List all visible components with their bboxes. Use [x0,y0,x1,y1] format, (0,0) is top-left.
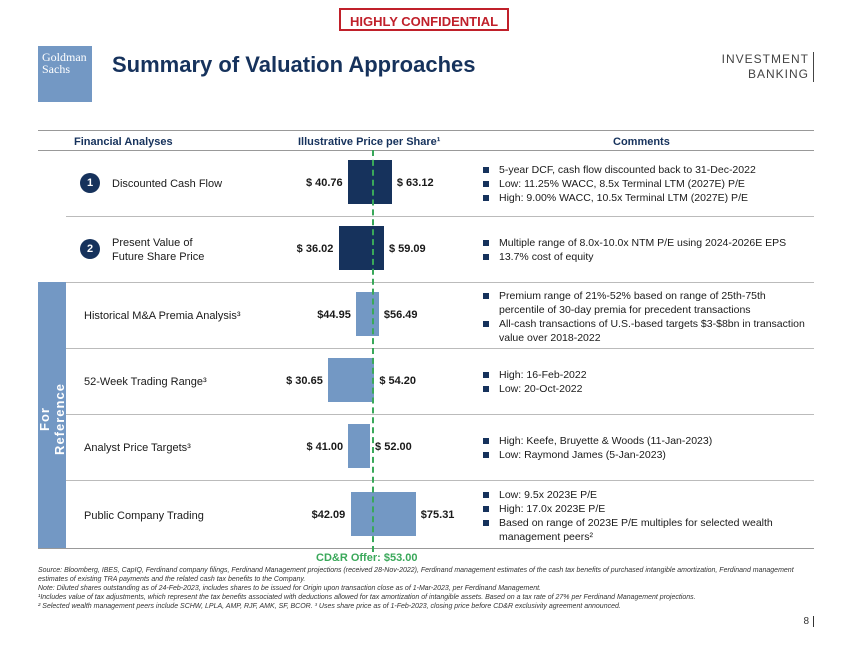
footnotes: Source: Bloomberg, IBES, CapIQ, Ferdinan… [38,566,814,611]
header-top-divider [38,130,814,131]
high-price-label: $56.49 [383,309,418,321]
comment-item: Based on range of 2023E P/E multiples fo… [483,516,813,544]
header-comments: Comments [613,136,670,148]
confidential-banner: HIGHLY CONFIDENTIAL [339,8,509,31]
low-price-label: $44.95 [317,309,351,321]
range-bar-52-week [328,358,375,402]
comments-dcf: 5-year DCF, cash flow discounted back to… [483,163,813,205]
header-price: Illustrative Price per Share¹ [298,136,441,148]
footnote-2: ² Selected wealth management peers inclu… [38,603,621,610]
goldman-sachs-logo: Goldman Sachs [38,46,92,102]
page-title: Summary of Valuation Approaches [112,52,476,77]
investment-banking-label: INVESTMENT BANKING [722,52,814,82]
comment-item: High: Keefe, Bruyette & Woods (11-Jan-20… [483,434,813,448]
low-price-label: $ 36.02 [296,243,334,255]
comment-item: Low: 9.5x 2023E P/E [483,488,813,502]
row-divider [66,348,814,349]
range-bar-ma-premia [356,292,379,336]
sidebar-label: For Reference [37,383,67,455]
comments-analyst-targets: High: Keefe, Bruyette & Woods (11-Jan-20… [483,434,813,462]
row-number-badge: 2 [80,239,100,259]
comment-item: 13.7% cost of equity [483,250,813,264]
row-label-52-week: 52-Week Trading Range³ [84,376,207,388]
footnote-source: Source: Bloomberg, IBES, CapIQ, Ferdinan… [38,567,794,583]
row-divider [66,282,814,283]
table-bottom-divider [38,548,814,549]
high-price-label: $ 54.20 [379,375,417,387]
row-label-ma-premia: Historical M&A Premia Analysis³ [84,310,241,322]
for-reference-sidebar: For Reference [37,282,67,548]
ib-line1: INVESTMENT [721,52,809,66]
cdr-offer-reference-line [372,150,374,552]
header-analyses: Financial Analyses [74,136,173,148]
row-label-pv-future-price: Present Value of Future Share Price [112,236,204,264]
comments-ma-premia: Premium range of 21%-52% based on range … [483,289,813,345]
comment-item: Premium range of 21%-52% based on range … [483,289,813,317]
comment-item: High: 16-Feb-2022 [483,368,813,382]
ib-line2: BANKING [747,67,809,81]
comment-item: Low: Raymond James (5-Jan-2023) [483,448,813,462]
row-divider [66,414,814,415]
row-label-public-company: Public Company Trading [84,510,204,522]
high-price-label: $ 63.12 [396,177,434,189]
row-number-badge: 1 [80,173,100,193]
comments-public-company: Low: 9.5x 2023E P/E High: 17.0x 2023E P/… [483,488,813,544]
label-line: Present Value of [112,237,193,249]
range-bar-dcf [347,160,392,204]
range-bar-analyst-targets [348,424,371,468]
row-label-dcf: Discounted Cash Flow [112,178,223,190]
low-price-label: $ 41.00 [306,441,344,453]
high-price-label: $75.31 [420,509,455,521]
low-price-label: $42.09 [311,509,346,521]
cdr-offer-label: CD&R Offer: $53.00 [316,552,418,564]
comment-item: High: 17.0x 2023E P/E [483,502,813,516]
header-bottom-divider [38,150,814,151]
comment-item: 5-year DCF, cash flow discounted back to… [483,163,813,177]
comment-item: Low: 20-Oct-2022 [483,382,813,396]
label-line: Future Share Price [112,251,205,263]
low-price-label: $ 30.65 [286,375,323,387]
high-price-label: $ 52.00 [375,441,412,453]
comment-item: Multiple range of 8.0x-10.0x NTM P/E usi… [483,236,813,250]
page-number: 8 [803,616,814,627]
low-price-label: $ 40.76 [305,177,343,189]
comment-item: High: 9.00% WACC, 10.5x Terminal LTM (20… [483,191,813,205]
footnote-note: Note: Diluted shares outstanding as of 2… [38,585,541,592]
comments-pv-future-price: Multiple range of 8.0x-10.0x NTM P/E usi… [483,236,813,264]
comment-item: Low: 11.25% WACC, 8.5x Terminal LTM (202… [483,177,813,191]
row-label-analyst-targets: Analyst Price Targets³ [84,442,191,454]
logo-line2: Sachs [42,62,70,76]
comment-item: All-cash transactions of U.S.-based targ… [483,317,813,345]
range-bar-pv-future-price [338,226,384,270]
comments-52-week: High: 16-Feb-2022 Low: 20-Oct-2022 [483,368,813,396]
row-divider [66,480,814,481]
row-divider [66,216,814,217]
logo-line1: Goldman [42,50,87,64]
range-bar-public-company [350,492,416,536]
footnote-1: ¹Includes value of tax adjustments, whic… [38,594,696,601]
high-price-label: $ 59.09 [388,243,426,255]
